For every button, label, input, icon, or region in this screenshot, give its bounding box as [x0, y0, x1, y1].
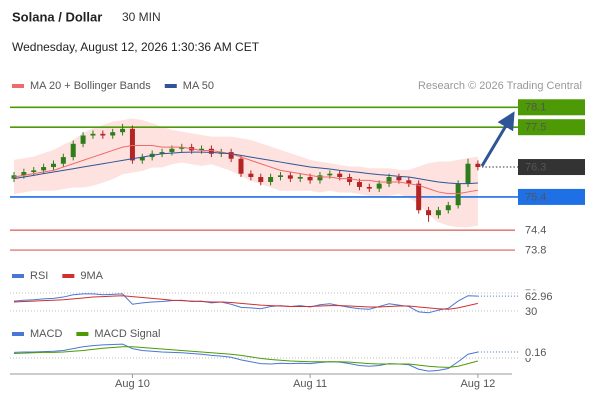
level-label: 74.4: [525, 225, 546, 237]
candle-body: [159, 152, 165, 154]
legend-swatch: [12, 332, 24, 336]
forecast-arrow: [480, 111, 515, 167]
candle-body: [297, 177, 303, 179]
candle-body: [238, 158, 244, 174]
level-box: [518, 99, 585, 116]
value-label-bg: [521, 290, 561, 303]
current-price-label: 76.3: [525, 161, 546, 173]
candle-body: [21, 172, 27, 176]
legend-swatch: [12, 84, 24, 88]
moving-average: [13, 151, 478, 185]
candle-body: [307, 177, 313, 181]
candle-body: [465, 163, 471, 184]
candle-body: [50, 163, 56, 168]
candle-body: [445, 205, 451, 211]
indicator-line: [13, 295, 479, 310]
legend-swatch: [164, 84, 177, 88]
candle-body: [356, 181, 362, 187]
legend-label: RSI: [30, 270, 48, 282]
chart-title: Solana / Dollar: [12, 9, 102, 24]
level-box: [518, 119, 585, 136]
y-tick-label: 0: [525, 353, 531, 365]
candle-body: [258, 177, 264, 182]
candle-body: [277, 175, 283, 177]
candle-body: [475, 163, 481, 168]
candle-body: [31, 170, 37, 173]
timeframe: 30 MIN: [122, 10, 161, 24]
candle-body: [110, 132, 116, 136]
bollinger-upper: [13, 118, 478, 171]
candle-body: [435, 210, 441, 216]
moving-average: [13, 144, 478, 195]
candle-body: [70, 143, 76, 158]
candle-body: [327, 173, 333, 176]
level-label: 77.5: [525, 122, 546, 134]
credit: Research © 2026 Trading Central: [418, 80, 582, 92]
candle-body: [139, 157, 145, 161]
candle-body: [347, 177, 353, 182]
candle-body: [426, 210, 432, 216]
candle-body: [376, 183, 382, 189]
legend-swatch: [76, 332, 89, 336]
level-label: 75.4: [525, 191, 546, 203]
candle-body: [366, 186, 372, 189]
candle-body: [100, 133, 106, 136]
candle-body: [208, 148, 214, 154]
current-price-box: [518, 159, 585, 176]
candle-body: [416, 183, 422, 211]
bollinger-lower: [13, 161, 478, 228]
candle-body: [179, 147, 185, 149]
x-tick-label: Aug 10: [115, 378, 150, 390]
candle-body: [60, 157, 66, 164]
legend-label: MACD: [30, 328, 62, 340]
legend-label: MA 20 + Bollinger Bands: [30, 80, 151, 92]
candle-body: [129, 128, 135, 161]
candle-body: [90, 133, 96, 136]
x-tick-label: Aug 11: [293, 378, 327, 390]
candle-body: [199, 148, 205, 151]
main-layer: 78.1 77.5 75.4 74.4 73.8 76.3: [10, 99, 585, 256]
level-box: [518, 188, 585, 205]
legend-label: MACD Signal: [94, 328, 160, 340]
candle-body: [80, 135, 86, 144]
value-label-bg: [521, 346, 561, 358]
y-tick-label: 30: [525, 306, 537, 318]
candle-body: [317, 175, 323, 181]
level-label: 78.1: [525, 102, 546, 114]
timestamp: Wednesday, August 12, 2026 1:30:36 AM CE…: [12, 40, 260, 54]
indicator-line: [13, 293, 478, 314]
candle-body: [386, 177, 392, 184]
value-label: 62.96: [525, 291, 553, 303]
candle-body: [248, 173, 254, 177]
indicator-line: [13, 346, 479, 368]
candle-body: [41, 167, 47, 171]
candle-body: [268, 177, 274, 182]
indicator-line: [13, 343, 479, 372]
legend-label: MA 50: [183, 80, 214, 92]
legend-label: 9MA: [80, 270, 103, 282]
candle-body: [228, 152, 234, 159]
x-tick-label: Aug 12: [460, 378, 495, 390]
candle-body: [406, 180, 412, 184]
value-label: 0.16: [525, 347, 546, 359]
candle-body: [337, 173, 343, 177]
candle-body: [396, 177, 402, 181]
legend-swatch: [12, 274, 24, 278]
candle-body: [455, 183, 461, 206]
candle-body: [169, 148, 175, 153]
level-label: 73.8: [525, 244, 546, 256]
candle-body: [120, 128, 126, 133]
legend-swatch: [62, 274, 75, 278]
candle-body: [287, 175, 293, 179]
